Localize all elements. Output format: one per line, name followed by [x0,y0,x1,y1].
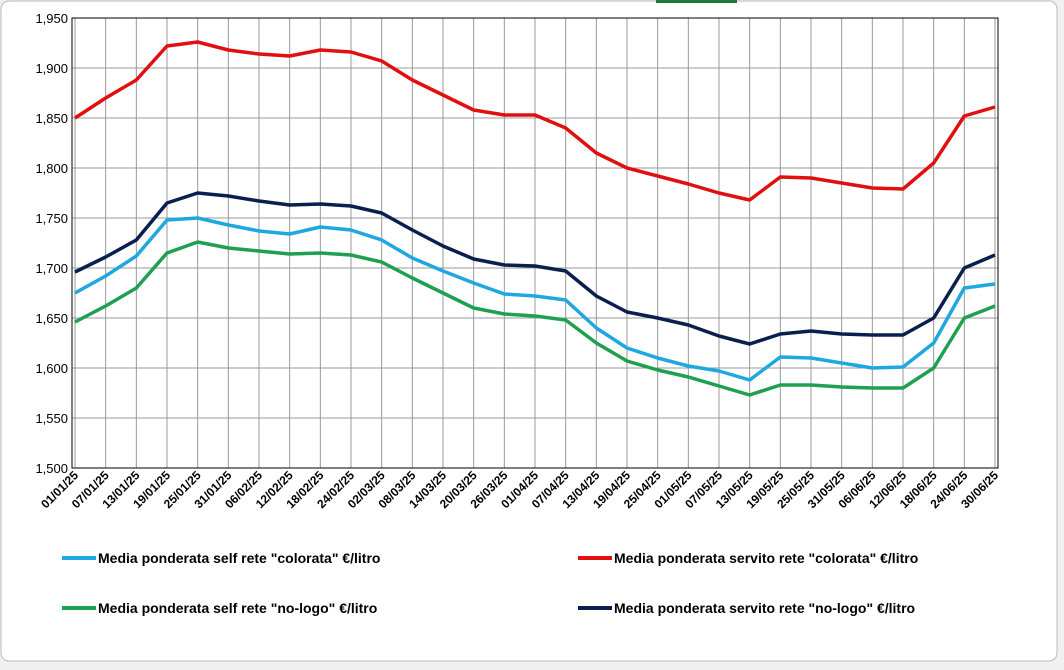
y-tick-label: 1,600 [35,361,68,376]
y-tick-label: 1,550 [35,411,68,426]
series-line [74,191,996,346]
series-line [74,216,996,382]
y-tick-label: 1,800 [35,161,68,176]
y-tick-label: 1,500 [35,461,68,476]
legend-label: Media ponderata self rete "colorata" €/l… [98,550,380,566]
y-tick-label: 1,900 [35,61,68,76]
top-tab [656,0,737,3]
y-tick-label: 1,750 [35,211,68,226]
legend-label: Media ponderata servito rete "colorata" … [614,550,918,566]
series-line [74,40,996,202]
y-tick-label: 1,650 [35,311,68,326]
series-line [74,240,996,397]
plot-border [71,17,999,469]
legend-label: Media ponderata servito rete "no-logo" €… [614,600,915,616]
legend-label: Media ponderata self rete "no-logo" €/li… [98,600,377,616]
y-tick-label: 1,950 [35,11,68,26]
y-tick-label: 1,850 [35,111,68,126]
y-tick-label: 1,700 [35,261,68,276]
